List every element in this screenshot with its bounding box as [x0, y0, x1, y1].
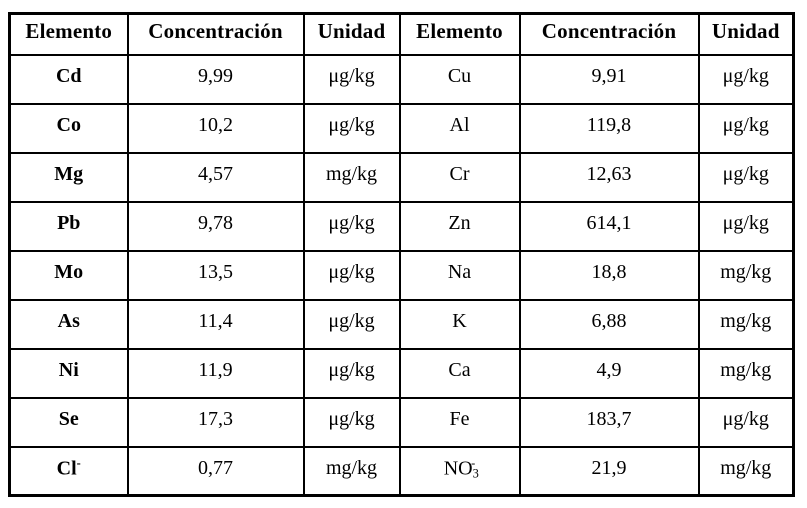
- unit-cell: μg/kg: [302, 200, 401, 252]
- unit-cell: μg/kg: [697, 102, 795, 154]
- element-symbol: Al: [449, 113, 470, 136]
- element-subscript: 3: [472, 466, 479, 481]
- table-row: Mo 13,5 μg/kg Na 18,8 mg/kg: [8, 249, 795, 301]
- concentration-cell: 11,4: [126, 298, 305, 350]
- element-superscript: -: [471, 455, 476, 470]
- element-symbol: K: [452, 309, 467, 332]
- table-row: Mg 4,57 mg/kg Cr 12,63 μg/kg: [8, 151, 795, 203]
- element-cell: Cr: [398, 151, 521, 203]
- table-row: Pb 9,78 μg/kg Zn 614,1 μg/kg: [8, 200, 795, 252]
- table-row: Ni 11,9 μg/kg Ca 4,9 mg/kg: [8, 347, 795, 399]
- element-cell: Pb: [8, 200, 129, 252]
- unit-cell: μg/kg: [302, 53, 401, 105]
- element-symbol: Ca: [448, 358, 471, 381]
- element-symbol: As: [57, 309, 80, 332]
- concentration-cell: 21,9: [518, 445, 700, 497]
- element-symbol: NO: [443, 456, 473, 479]
- concentration-cell: 119,8: [518, 102, 700, 154]
- unit-cell: μg/kg: [697, 53, 795, 105]
- column-header-elemento-right: Elemento: [398, 12, 521, 56]
- element-symbol: Pb: [57, 211, 81, 234]
- unit-cell: mg/kg: [697, 445, 795, 497]
- element-symbol: Co: [56, 113, 81, 136]
- element-cell: Al: [398, 102, 521, 154]
- element-cell: Mg: [8, 151, 129, 203]
- element-symbol: Se: [58, 407, 79, 430]
- element-symbol: Cu: [447, 64, 472, 87]
- unit-cell: μg/kg: [697, 151, 795, 203]
- concentration-cell: 614,1: [518, 200, 700, 252]
- concentration-cell: 183,7: [518, 396, 700, 448]
- unit-cell: μg/kg: [302, 396, 401, 448]
- unit-cell: mg/kg: [697, 347, 795, 399]
- unit-cell: μg/kg: [302, 298, 401, 350]
- element-cell: Co: [8, 102, 129, 154]
- column-header-unidad-right: Unidad: [697, 12, 795, 56]
- unit-cell: μg/kg: [697, 396, 795, 448]
- table-row: As 11,4 μg/kg K 6,88 mg/kg: [8, 298, 795, 350]
- unit-cell: mg/kg: [302, 151, 401, 203]
- concentration-cell: 10,2: [126, 102, 305, 154]
- header-row: Elemento Concentración Unidad Elemento C…: [8, 12, 795, 56]
- column-header-unidad-left: Unidad: [302, 12, 401, 56]
- element-cell: Cu: [398, 53, 521, 105]
- element-cell: Cd: [8, 53, 129, 105]
- element-cell: Na: [398, 249, 521, 301]
- element-cell: As: [8, 298, 129, 350]
- concentration-cell: 0,77: [126, 445, 305, 497]
- element-symbol: Cd: [55, 64, 82, 87]
- concentration-cell: 11,9: [126, 347, 305, 399]
- element-cell: K: [398, 298, 521, 350]
- concentration-cell: 9,78: [126, 200, 305, 252]
- column-header-concentracion-right: Concentración: [518, 12, 700, 56]
- element-cell: NO3-: [398, 445, 521, 497]
- element-symbol: Ni: [58, 358, 79, 381]
- element-cell: Se: [8, 396, 129, 448]
- unit-cell: μg/kg: [302, 347, 401, 399]
- concentration-cell: 6,88: [518, 298, 700, 350]
- element-symbol: Mo: [54, 260, 84, 283]
- column-header-elemento-left: Elemento: [8, 12, 129, 56]
- concentration-cell: 4,57: [126, 151, 305, 203]
- unit-cell: mg/kg: [697, 298, 795, 350]
- element-symbol: Cl: [56, 456, 77, 479]
- element-symbol: Zn: [448, 211, 471, 234]
- element-cell: Ni: [8, 347, 129, 399]
- table-row: Se 17,3 μg/kg Fe 183,7 μg/kg: [8, 396, 795, 448]
- element-symbol: Cr: [449, 162, 470, 185]
- element-cell: Zn: [398, 200, 521, 252]
- table-row: Cl- 0,77 mg/kg NO3- 21,9 mg/kg: [8, 445, 795, 497]
- element-cell: Ca: [398, 347, 521, 399]
- element-symbol: Na: [447, 260, 472, 283]
- unit-cell: μg/kg: [302, 102, 401, 154]
- concentration-cell: 13,5: [126, 249, 305, 301]
- unit-cell: μg/kg: [302, 249, 401, 301]
- concentration-cell: 9,91: [518, 53, 700, 105]
- element-concentration-table: Elemento Concentración Unidad Elemento C…: [8, 12, 795, 497]
- concentration-cell: 4,9: [518, 347, 700, 399]
- concentration-cell: 9,99: [126, 53, 305, 105]
- unit-cell: mg/kg: [302, 445, 401, 497]
- element-symbol: Fe: [449, 407, 470, 430]
- unit-cell: μg/kg: [697, 200, 795, 252]
- element-cell: Fe: [398, 396, 521, 448]
- concentration-cell: 18,8: [518, 249, 700, 301]
- table-row: Co 10,2 μg/kg Al 119,8 μg/kg: [8, 102, 795, 154]
- element-symbol: Mg: [54, 162, 84, 185]
- element-cell: Cl-: [8, 445, 129, 497]
- element-superscript: -: [76, 455, 81, 470]
- element-cell: Mo: [8, 249, 129, 301]
- concentration-cell: 17,3: [126, 396, 305, 448]
- table-row: Cd 9,99 μg/kg Cu 9,91 μg/kg: [8, 53, 795, 105]
- unit-cell: mg/kg: [697, 249, 795, 301]
- concentration-cell: 12,63: [518, 151, 700, 203]
- column-header-concentracion-left: Concentración: [126, 12, 305, 56]
